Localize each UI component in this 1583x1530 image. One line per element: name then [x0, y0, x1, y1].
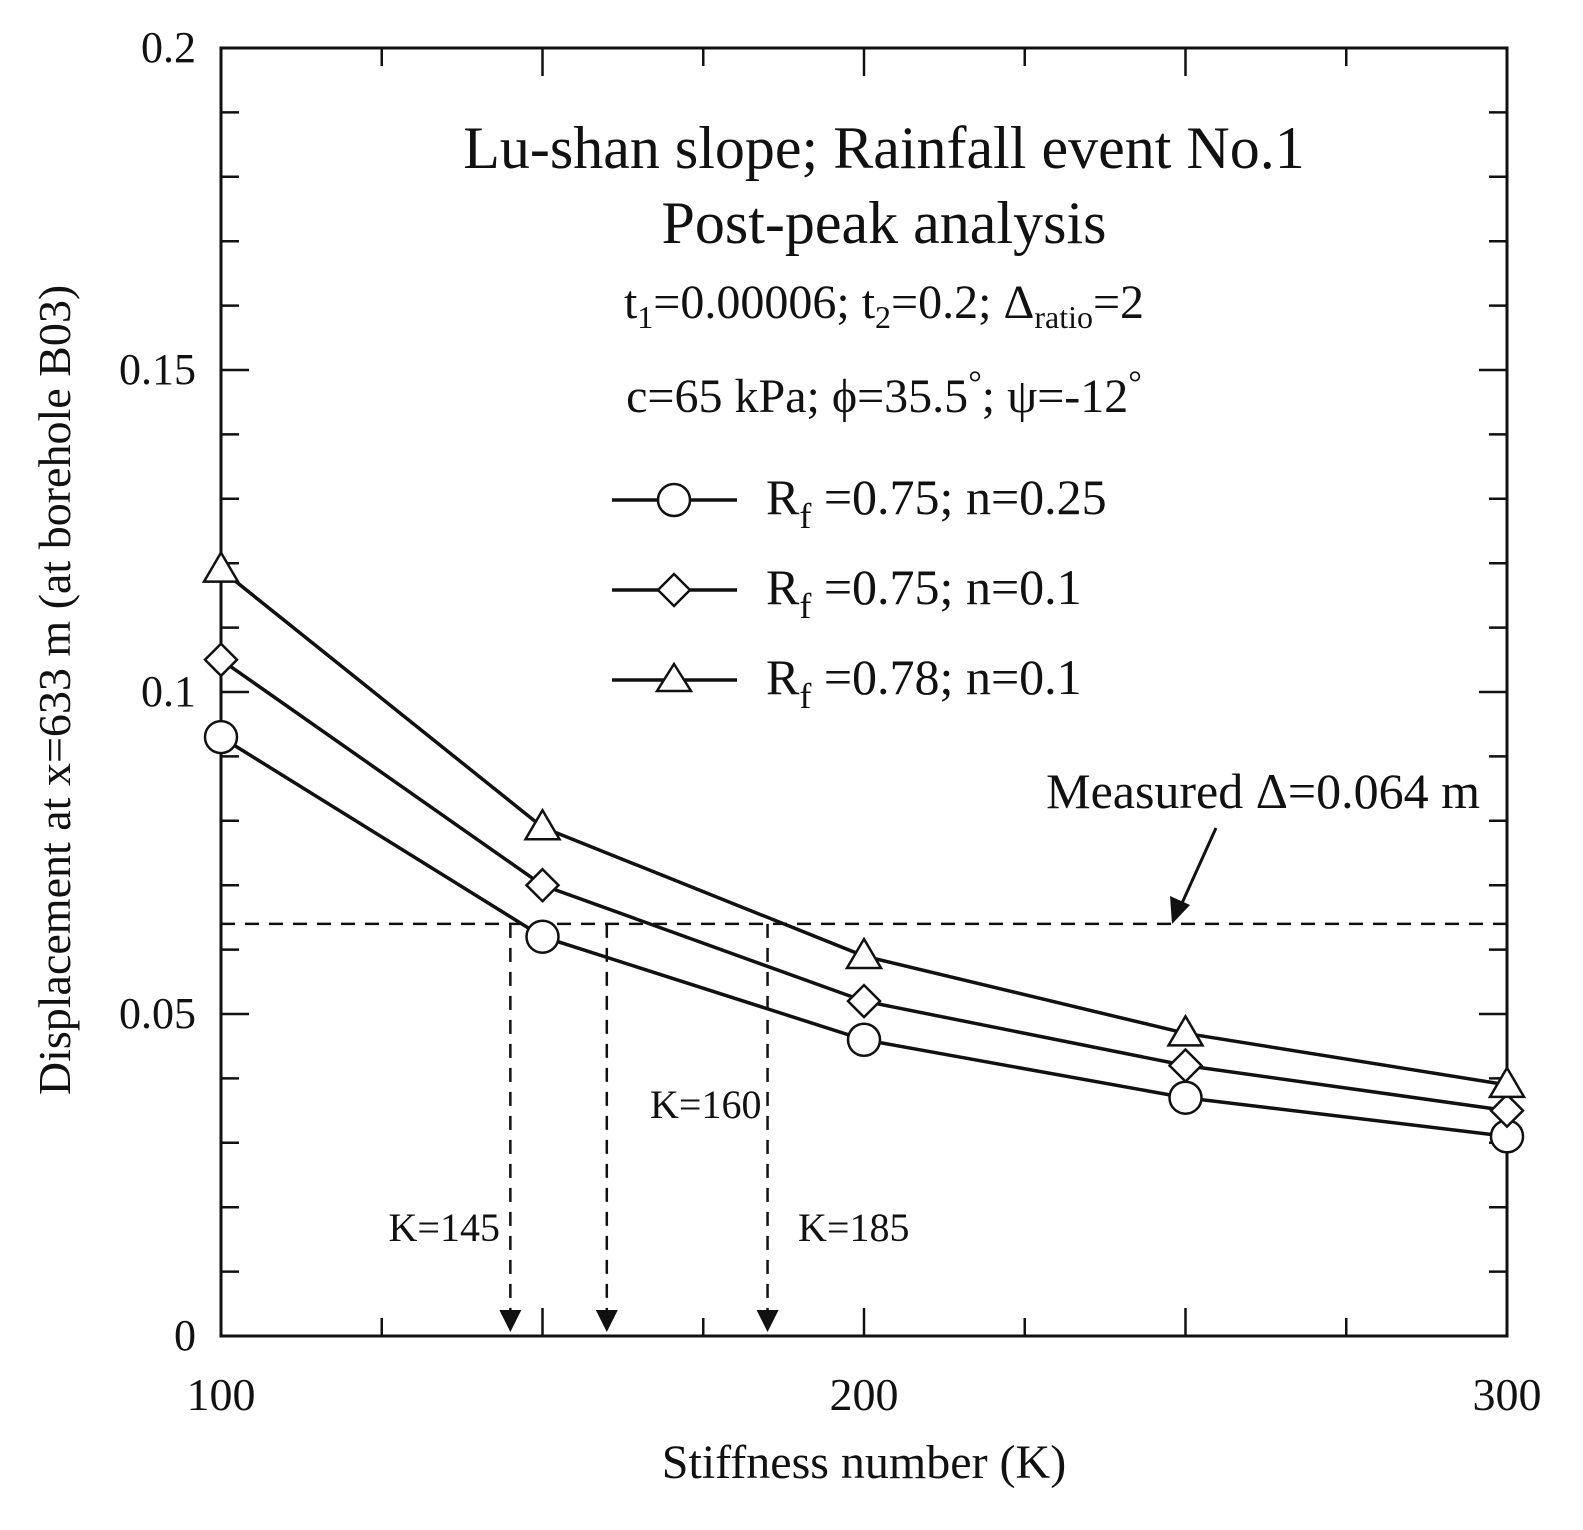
marker-diamond-k300 [1489, 1092, 1525, 1129]
legend-label-circle: Rf =0.75; n=0.25 [766, 469, 1107, 536]
data-series [201, 550, 1527, 1154]
legend-label-diamond: Rf =0.75; n=0.1 [766, 559, 1082, 626]
legend-marker-circle [656, 482, 692, 518]
measured-label: Measured Δ=0.064 m [1046, 763, 1480, 819]
legend: Rf =0.75; n=0.25 Rf =0.75; n=0.1 Rf =0.7… [612, 469, 1107, 716]
k160-label: K=160 [650, 1082, 761, 1127]
marker-circle-k200 [846, 1022, 882, 1058]
y-tick-label-0: 0 [174, 1311, 196, 1360]
marker-triangle-k100 [201, 550, 241, 583]
parameters-annotation: t1=0.00006; t2=0.2; Δratio=2 [624, 276, 1144, 335]
chart-title-line2: Post-peak analysis [662, 190, 1107, 256]
marker-diamond-k100 [203, 642, 239, 678]
x-axis-title: Stiffness number (K) [662, 1436, 1066, 1489]
measured-arrow-shaft [1176, 827, 1218, 913]
y-tick-label-0.1: 0.1 [141, 667, 196, 716]
marker-circle-k150 [525, 919, 560, 954]
measured-arrow-head [1170, 896, 1190, 924]
stiffness-intersections [499, 923, 779, 1332]
marker-circle-k250 [1168, 1080, 1203, 1115]
k145-label: K=145 [389, 1205, 500, 1250]
marker-circle-k100 [203, 719, 239, 755]
marker-diamond-k150 [524, 867, 561, 903]
strength-annotation: c=65 kPa; ϕ=35.5°; ψ=-12° [626, 365, 1142, 423]
marker-triangle-k200 [844, 936, 884, 970]
k145-arrowhead [499, 1310, 522, 1332]
x-tick-label-200: 200 [830, 1369, 899, 1420]
legend-item-triangle: Rf =0.78; n=0.1 [612, 649, 1082, 716]
marker-diamond-k250 [1167, 1047, 1204, 1084]
k160-arrowhead [595, 1310, 618, 1332]
x-tick-label-100: 100 [187, 1369, 256, 1420]
x-tick-label-300: 300 [1473, 1369, 1542, 1420]
marker-diamond-k200 [846, 983, 882, 1019]
legend-item-circle: Rf =0.75; n=0.25 [612, 469, 1107, 536]
chart-title-line1: Lu-shan slope; Rainfall event No.1 [463, 115, 1304, 181]
marker-triangle-k250 [1166, 1013, 1205, 1047]
k185-label: K=185 [798, 1205, 909, 1250]
y-axis-title: Displacement at x=633 m (at borehole B03… [29, 285, 80, 1095]
legend-marker-triangle [654, 661, 694, 693]
y-tick-label-0.05: 0.05 [119, 989, 196, 1038]
legend-marker-diamond [656, 572, 692, 608]
axis-ticks [221, 48, 1507, 1336]
legend-item-diamond: Rf =0.75; n=0.1 [612, 559, 1082, 626]
y-tick-label-0.15: 0.15 [119, 345, 196, 394]
y-tick-label-0.2: 0.2 [141, 23, 196, 72]
marker-triangle-k150 [523, 807, 562, 841]
k185-arrowhead [756, 1310, 779, 1332]
marker-triangle-k300 [1487, 1065, 1527, 1099]
legend-label-triangle: Rf =0.78; n=0.1 [766, 649, 1082, 716]
